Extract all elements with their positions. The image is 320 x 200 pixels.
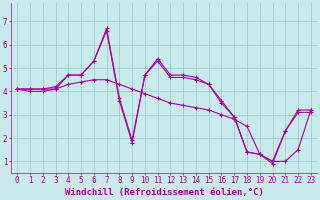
X-axis label: Windchill (Refroidissement éolien,°C): Windchill (Refroidissement éolien,°C) — [65, 188, 263, 197]
